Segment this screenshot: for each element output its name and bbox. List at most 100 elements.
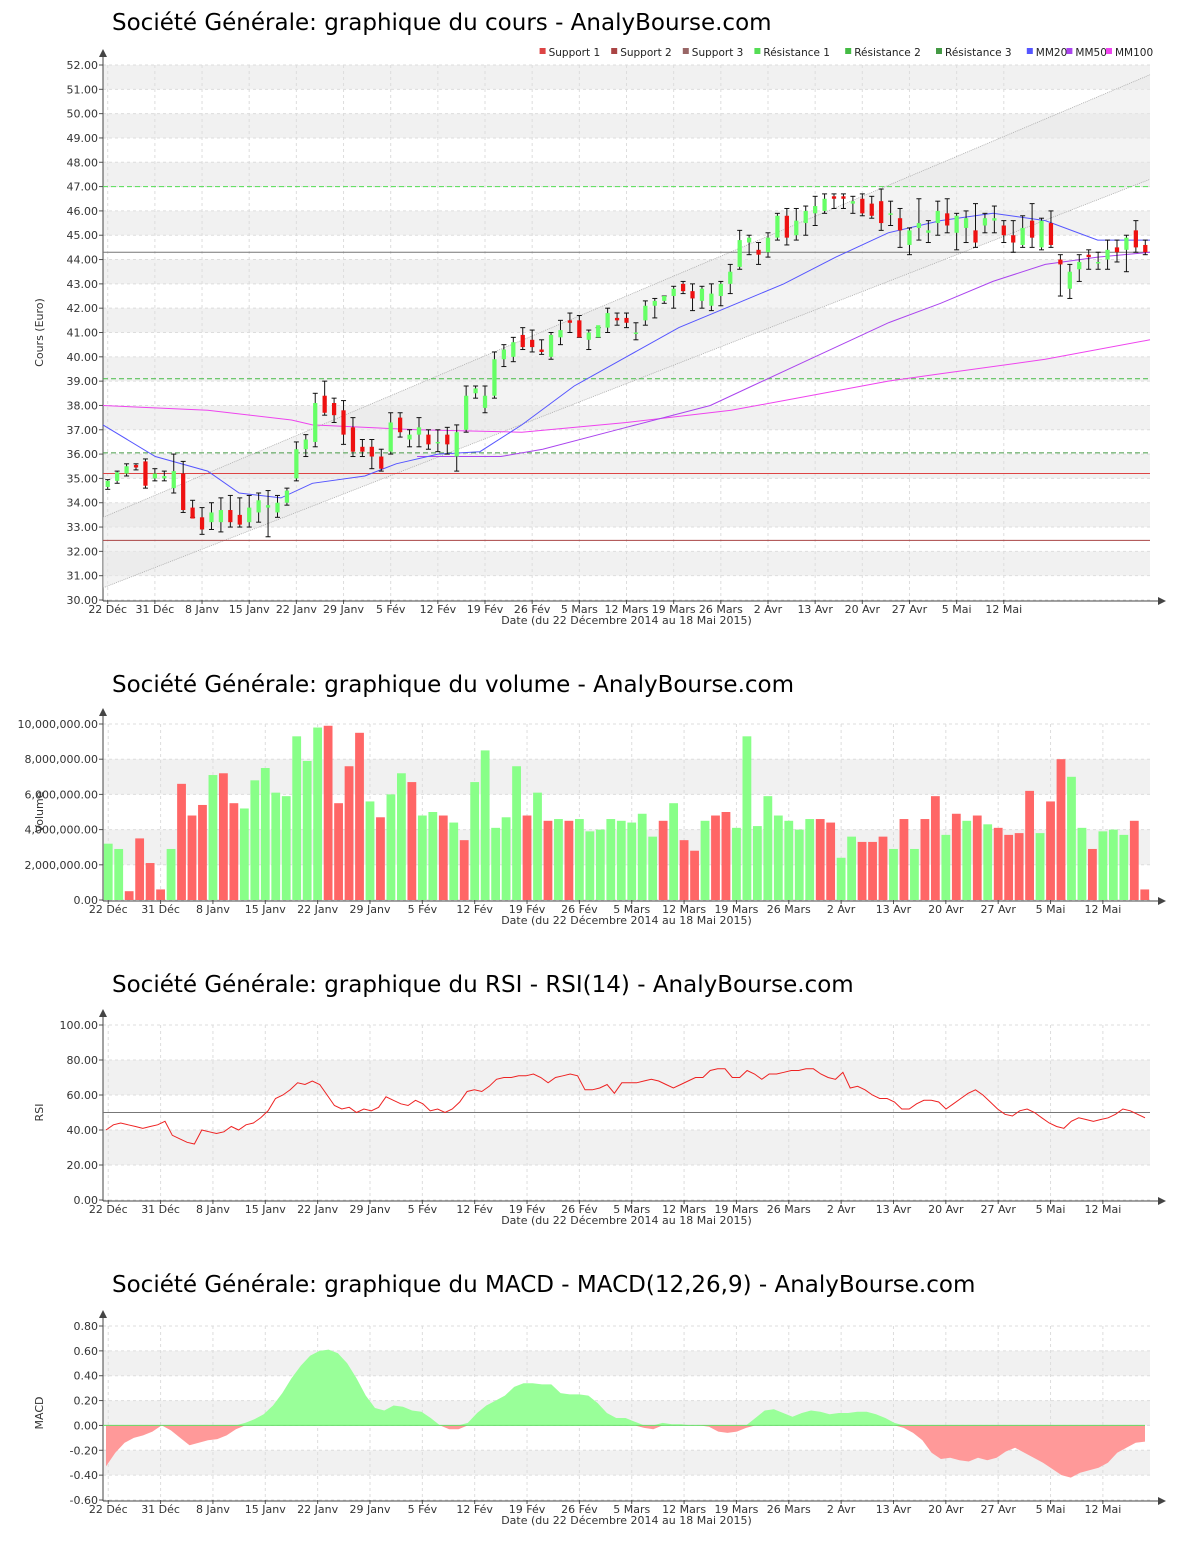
candle-body xyxy=(822,198,827,211)
x-axis-arrow xyxy=(1158,897,1166,905)
y-tick-label: 32.00 xyxy=(67,545,99,558)
rsi-panel: Société Générale: graphique du RSI - RSI… xyxy=(0,960,1200,1240)
candle-body xyxy=(435,441,440,444)
macd-positive-area xyxy=(106,1349,1145,1426)
y-tick-label: 44.00 xyxy=(67,254,99,267)
x-tick-label: 26 Mars xyxy=(767,1503,811,1516)
volume-bar xyxy=(648,836,658,900)
candle-body xyxy=(181,473,186,511)
volume-bar xyxy=(470,782,480,900)
x-tick-label: 5 Fév xyxy=(408,1203,438,1216)
volume-bar xyxy=(606,819,616,900)
y-tick-label: 37.00 xyxy=(67,424,99,437)
volume-bar xyxy=(365,801,375,900)
x-tick-label: 22 Déc xyxy=(88,603,127,616)
x-tick-label: 26 Mars xyxy=(767,903,811,916)
candle-body xyxy=(1114,247,1120,253)
candle-body xyxy=(265,505,271,508)
volume-bar xyxy=(1004,834,1014,900)
x-tick-label: 12 Mai xyxy=(1084,1203,1121,1216)
x-tick-label: 26 Fév xyxy=(561,1203,598,1216)
x-axis-label: Date (du 22 Décembre 2014 au 18 Mai 2015… xyxy=(501,1514,752,1527)
y-tick-label: 47.00 xyxy=(67,181,99,194)
y-tick-label: 33.00 xyxy=(67,521,99,534)
candle-body xyxy=(963,218,969,228)
volume-bar xyxy=(930,796,940,900)
volume-bar xyxy=(512,766,521,900)
price-panel: Société Générale: graphique du cours - A… xyxy=(0,0,1200,640)
candle-body xyxy=(530,339,535,348)
y-tick-label: 41.00 xyxy=(67,327,99,340)
candle-body xyxy=(718,283,723,297)
volume-bar xyxy=(313,727,323,900)
y-tick-label: 42.00 xyxy=(67,302,99,315)
x-tick-label: 5 Mai xyxy=(1036,1203,1066,1216)
volume-bar xyxy=(1035,833,1045,900)
x-tick-label: 13 Avr xyxy=(876,1203,912,1216)
x-tick-label: 19 Mars xyxy=(714,1203,758,1216)
x-tick-label: 8 Janv xyxy=(196,903,230,916)
candle-body xyxy=(605,313,610,328)
candle-body xyxy=(888,213,893,215)
volume-bar xyxy=(574,819,584,900)
y-tick-label: 43.00 xyxy=(67,278,99,291)
grid-band xyxy=(103,1350,1150,1376)
volume-bar xyxy=(554,819,563,900)
volume-bar xyxy=(417,815,427,900)
volume-bar xyxy=(910,848,919,900)
candle-body xyxy=(841,196,846,199)
candle-body xyxy=(982,218,988,226)
volume-bar xyxy=(857,841,867,900)
candle-body xyxy=(586,332,591,340)
x-tick-label: 27 Avr xyxy=(980,903,1016,916)
volume-bar xyxy=(407,782,417,900)
x-tick-label: 22 Déc xyxy=(89,1503,128,1516)
x-tick-label: 22 Janv xyxy=(297,1503,338,1516)
y-tick-label: -0.40 xyxy=(70,1469,98,1482)
volume-bar xyxy=(438,815,448,900)
y-tick-label: 35.00 xyxy=(67,472,99,485)
volume-bar xyxy=(1108,829,1118,900)
y-axis-label: MACD xyxy=(33,1397,46,1430)
y-axis-label: Volume xyxy=(33,791,46,832)
candle-body xyxy=(680,283,686,292)
candle-body xyxy=(256,500,261,513)
candle-body xyxy=(916,223,922,228)
volume-bar xyxy=(951,813,961,900)
legend-label: Résistance 3 xyxy=(945,47,1012,59)
y-axis-arrow xyxy=(99,1009,107,1017)
candle-body xyxy=(492,359,497,396)
volume-bar xyxy=(794,829,804,900)
candle-body xyxy=(397,417,403,433)
x-tick-label: 13 Avr xyxy=(797,603,833,616)
candle-body xyxy=(539,349,544,352)
y-tick-label: 52.00 xyxy=(67,59,99,72)
rsi-chart: 22 Déc 31 Déc 8 Janv 15 Janv 22 Janv 29 Janv 5… xyxy=(33,1009,1166,1227)
volume-bar xyxy=(187,815,197,900)
x-tick-label: 22 Janv xyxy=(297,1203,338,1216)
candle-body xyxy=(426,434,431,445)
x-tick-label: 29 Janv xyxy=(323,603,364,616)
y-tick-label: 34.00 xyxy=(67,497,99,510)
volume-bar xyxy=(239,808,249,900)
y-tick-label: -0.20 xyxy=(70,1444,98,1457)
volume-panel: Société Générale: graphique du volume - … xyxy=(0,660,1200,940)
candle-body xyxy=(784,215,789,238)
x-tick-label: 2 Avr xyxy=(827,903,856,916)
candle-body xyxy=(548,334,554,357)
x-tick-label: 12 Fév xyxy=(456,903,493,916)
y-tick-label: -0.60 xyxy=(70,1494,98,1507)
x-tick-label: 20 Avr xyxy=(845,603,881,616)
volume-bar xyxy=(1077,827,1087,900)
volume-bar xyxy=(156,889,165,900)
candle-body xyxy=(577,320,582,338)
volume-bar xyxy=(1067,776,1076,900)
candle-body xyxy=(501,349,507,360)
volume-bar xyxy=(522,815,532,900)
x-tick-label: 8 Janv xyxy=(185,603,219,616)
candle-body xyxy=(869,203,874,216)
candle-body xyxy=(746,237,752,243)
volume-bar xyxy=(1025,790,1034,900)
y-tick-label: 31.00 xyxy=(67,570,99,583)
x-tick-label: 22 Janv xyxy=(276,603,317,616)
